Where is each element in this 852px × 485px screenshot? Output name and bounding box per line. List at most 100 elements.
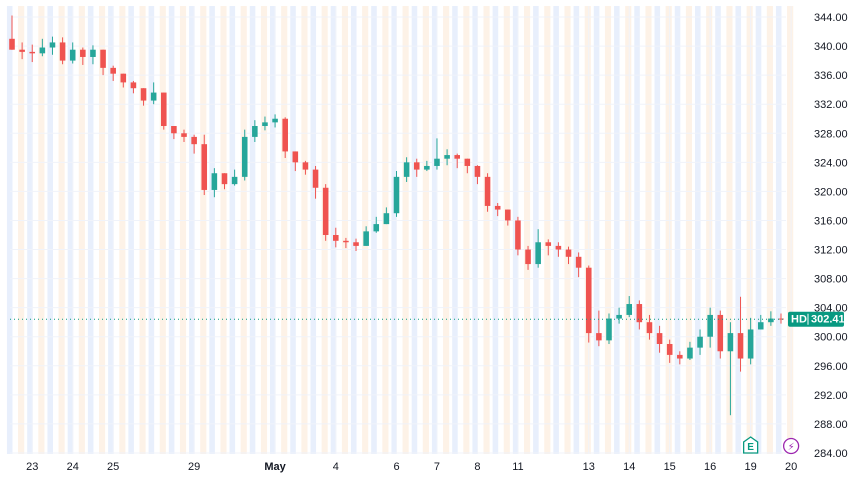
candle-body [363, 231, 369, 246]
candle-body [494, 205, 501, 210]
postmarket-band [99, 6, 106, 454]
candle[interactable] [697, 329, 703, 355]
candle[interactable] [69, 42, 76, 64]
candle[interactable] [727, 322, 734, 416]
candle[interactable] [778, 313, 784, 324]
candle[interactable] [80, 47, 86, 65]
candle-body [575, 256, 582, 268]
y-tick-label: 312.00 [814, 245, 848, 257]
candle[interactable] [160, 92, 167, 130]
candle[interactable] [768, 311, 774, 326]
candle[interactable] [140, 88, 147, 106]
candle[interactable] [272, 114, 278, 128]
candle[interactable] [606, 313, 612, 344]
candle[interactable] [616, 307, 622, 324]
candle[interactable] [221, 173, 228, 190]
price-axis[interactable]: 344.00 340.00 336.00 332.00 328.00 324.00 320.… [814, 12, 848, 460]
candlesticks[interactable] [9, 15, 784, 416]
postmarket-band [584, 6, 591, 454]
candle[interactable] [656, 325, 663, 353]
candle[interactable] [231, 169, 238, 186]
candle[interactable] [484, 173, 491, 212]
candle[interactable] [201, 134, 208, 196]
candle[interactable] [717, 310, 724, 359]
candle[interactable] [19, 42, 25, 60]
candle[interactable] [373, 216, 380, 233]
candle[interactable] [525, 245, 531, 270]
x-tick-label: 25 [107, 461, 119, 473]
candle[interactable] [252, 120, 258, 142]
candle[interactable] [575, 252, 582, 278]
candle[interactable] [555, 242, 562, 257]
premarket-band [148, 6, 155, 454]
candle[interactable] [687, 341, 693, 360]
candle[interactable] [312, 165, 319, 199]
candle[interactable] [424, 160, 430, 172]
event-markers[interactable]: E ⚡ [742, 436, 800, 455]
candle[interactable] [302, 160, 309, 175]
candle[interactable] [666, 339, 673, 363]
y-tick-label: 304.00 [814, 303, 848, 315]
candle[interactable] [322, 184, 329, 241]
x-tick-label: 7 [434, 461, 440, 473]
candle[interactable] [515, 216, 521, 256]
candle[interactable] [747, 317, 754, 365]
candle[interactable] [505, 209, 511, 226]
candle[interactable] [434, 138, 440, 170]
postmarket-band [625, 6, 632, 454]
candle[interactable] [636, 300, 643, 330]
candle[interactable] [343, 237, 349, 249]
candle[interactable] [757, 314, 764, 330]
candle[interactable] [241, 129, 248, 181]
candle[interactable] [9, 15, 15, 50]
candle[interactable] [100, 49, 106, 76]
candle[interactable] [494, 203, 501, 217]
candle[interactable] [363, 226, 369, 246]
candle[interactable] [110, 65, 116, 81]
earnings-marker[interactable]: E [742, 436, 759, 454]
candle[interactable] [171, 126, 177, 140]
candle[interactable] [737, 296, 744, 372]
candle[interactable] [29, 44, 36, 63]
candle[interactable] [59, 37, 66, 65]
candle[interactable] [565, 246, 572, 265]
candle[interactable] [120, 73, 127, 88]
candle[interactable] [383, 207, 390, 225]
postmarket-band [38, 6, 45, 454]
candle[interactable] [444, 149, 450, 166]
candle[interactable] [292, 151, 299, 172]
candle[interactable] [353, 238, 359, 251]
candle[interactable] [39, 38, 46, 57]
candle[interactable] [535, 229, 541, 268]
candle[interactable] [464, 158, 471, 174]
candle[interactable] [596, 310, 602, 347]
candle[interactable] [181, 129, 187, 142]
time-axis[interactable]: 23 24 25 29 May 4 6 7 8 11 13 14 15 16 19 20 [26, 461, 797, 473]
candle[interactable] [707, 307, 713, 348]
premarket-band [411, 6, 418, 454]
candle[interactable] [585, 265, 592, 343]
candle[interactable] [403, 157, 410, 182]
candle[interactable] [677, 351, 683, 365]
candle[interactable] [474, 165, 481, 185]
candle[interactable] [49, 36, 56, 55]
candle[interactable] [90, 45, 96, 65]
candle[interactable] [413, 158, 420, 177]
candle[interactable] [393, 171, 400, 217]
premarket-band [249, 6, 256, 454]
dividend-marker[interactable]: ⚡ [782, 437, 800, 455]
candle[interactable] [333, 227, 339, 248]
candle[interactable] [545, 239, 552, 256]
candle[interactable] [191, 134, 197, 154]
candle[interactable] [626, 296, 633, 318]
candle[interactable] [262, 116, 268, 131]
candle[interactable] [282, 117, 288, 158]
candle[interactable] [211, 168, 218, 198]
candle[interactable] [646, 314, 653, 340]
candle[interactable] [130, 80, 137, 94]
premarket-band [553, 6, 559, 454]
candle[interactable] [150, 82, 157, 105]
candle[interactable] [454, 153, 460, 169]
